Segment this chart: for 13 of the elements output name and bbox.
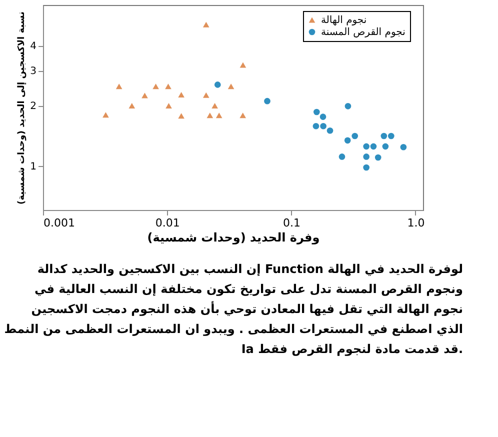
y-tick-label: 2 <box>30 101 36 112</box>
x-tick-label: 0.1 <box>283 216 301 230</box>
y-tick-label: 3 <box>30 66 36 78</box>
x-axis-title: وفرة الحديد (وحدات شمسية) <box>147 230 320 244</box>
y-axis-title: نسبة الاكسجين إلى الحديد (وحدات شمسية) <box>17 12 28 204</box>
x-tick-label: 0.001 <box>44 216 75 230</box>
text: إن النسب بين الاكسجين والحديد كدالة Function لوفرة الحديد في الهالة ونجوم القرص المسنة تدل على تواريخ تكون مختلفة إن النسب العالية في نجوم الهالة التي تقل فيها المعادن توحي بأن هذه النجوم دمجت الاكسجين الذي اصطنع في المستعرات العظمى . ويبدو ان المستعرات العظمى من النمط Ia قد قدمت مادة لنجوم القرص فقط. <box>4 262 463 356</box>
y-tick-label: 4 <box>30 41 36 52</box>
x-tick-label: 0.01 <box>155 216 180 230</box>
legend-label: نجوم القرص المسنة <box>321 27 406 38</box>
x-tick-label: 1.0 <box>407 216 425 230</box>
y-tick-label: 1 <box>30 161 36 172</box>
legend-label: نجوم الهالة <box>321 15 367 26</box>
